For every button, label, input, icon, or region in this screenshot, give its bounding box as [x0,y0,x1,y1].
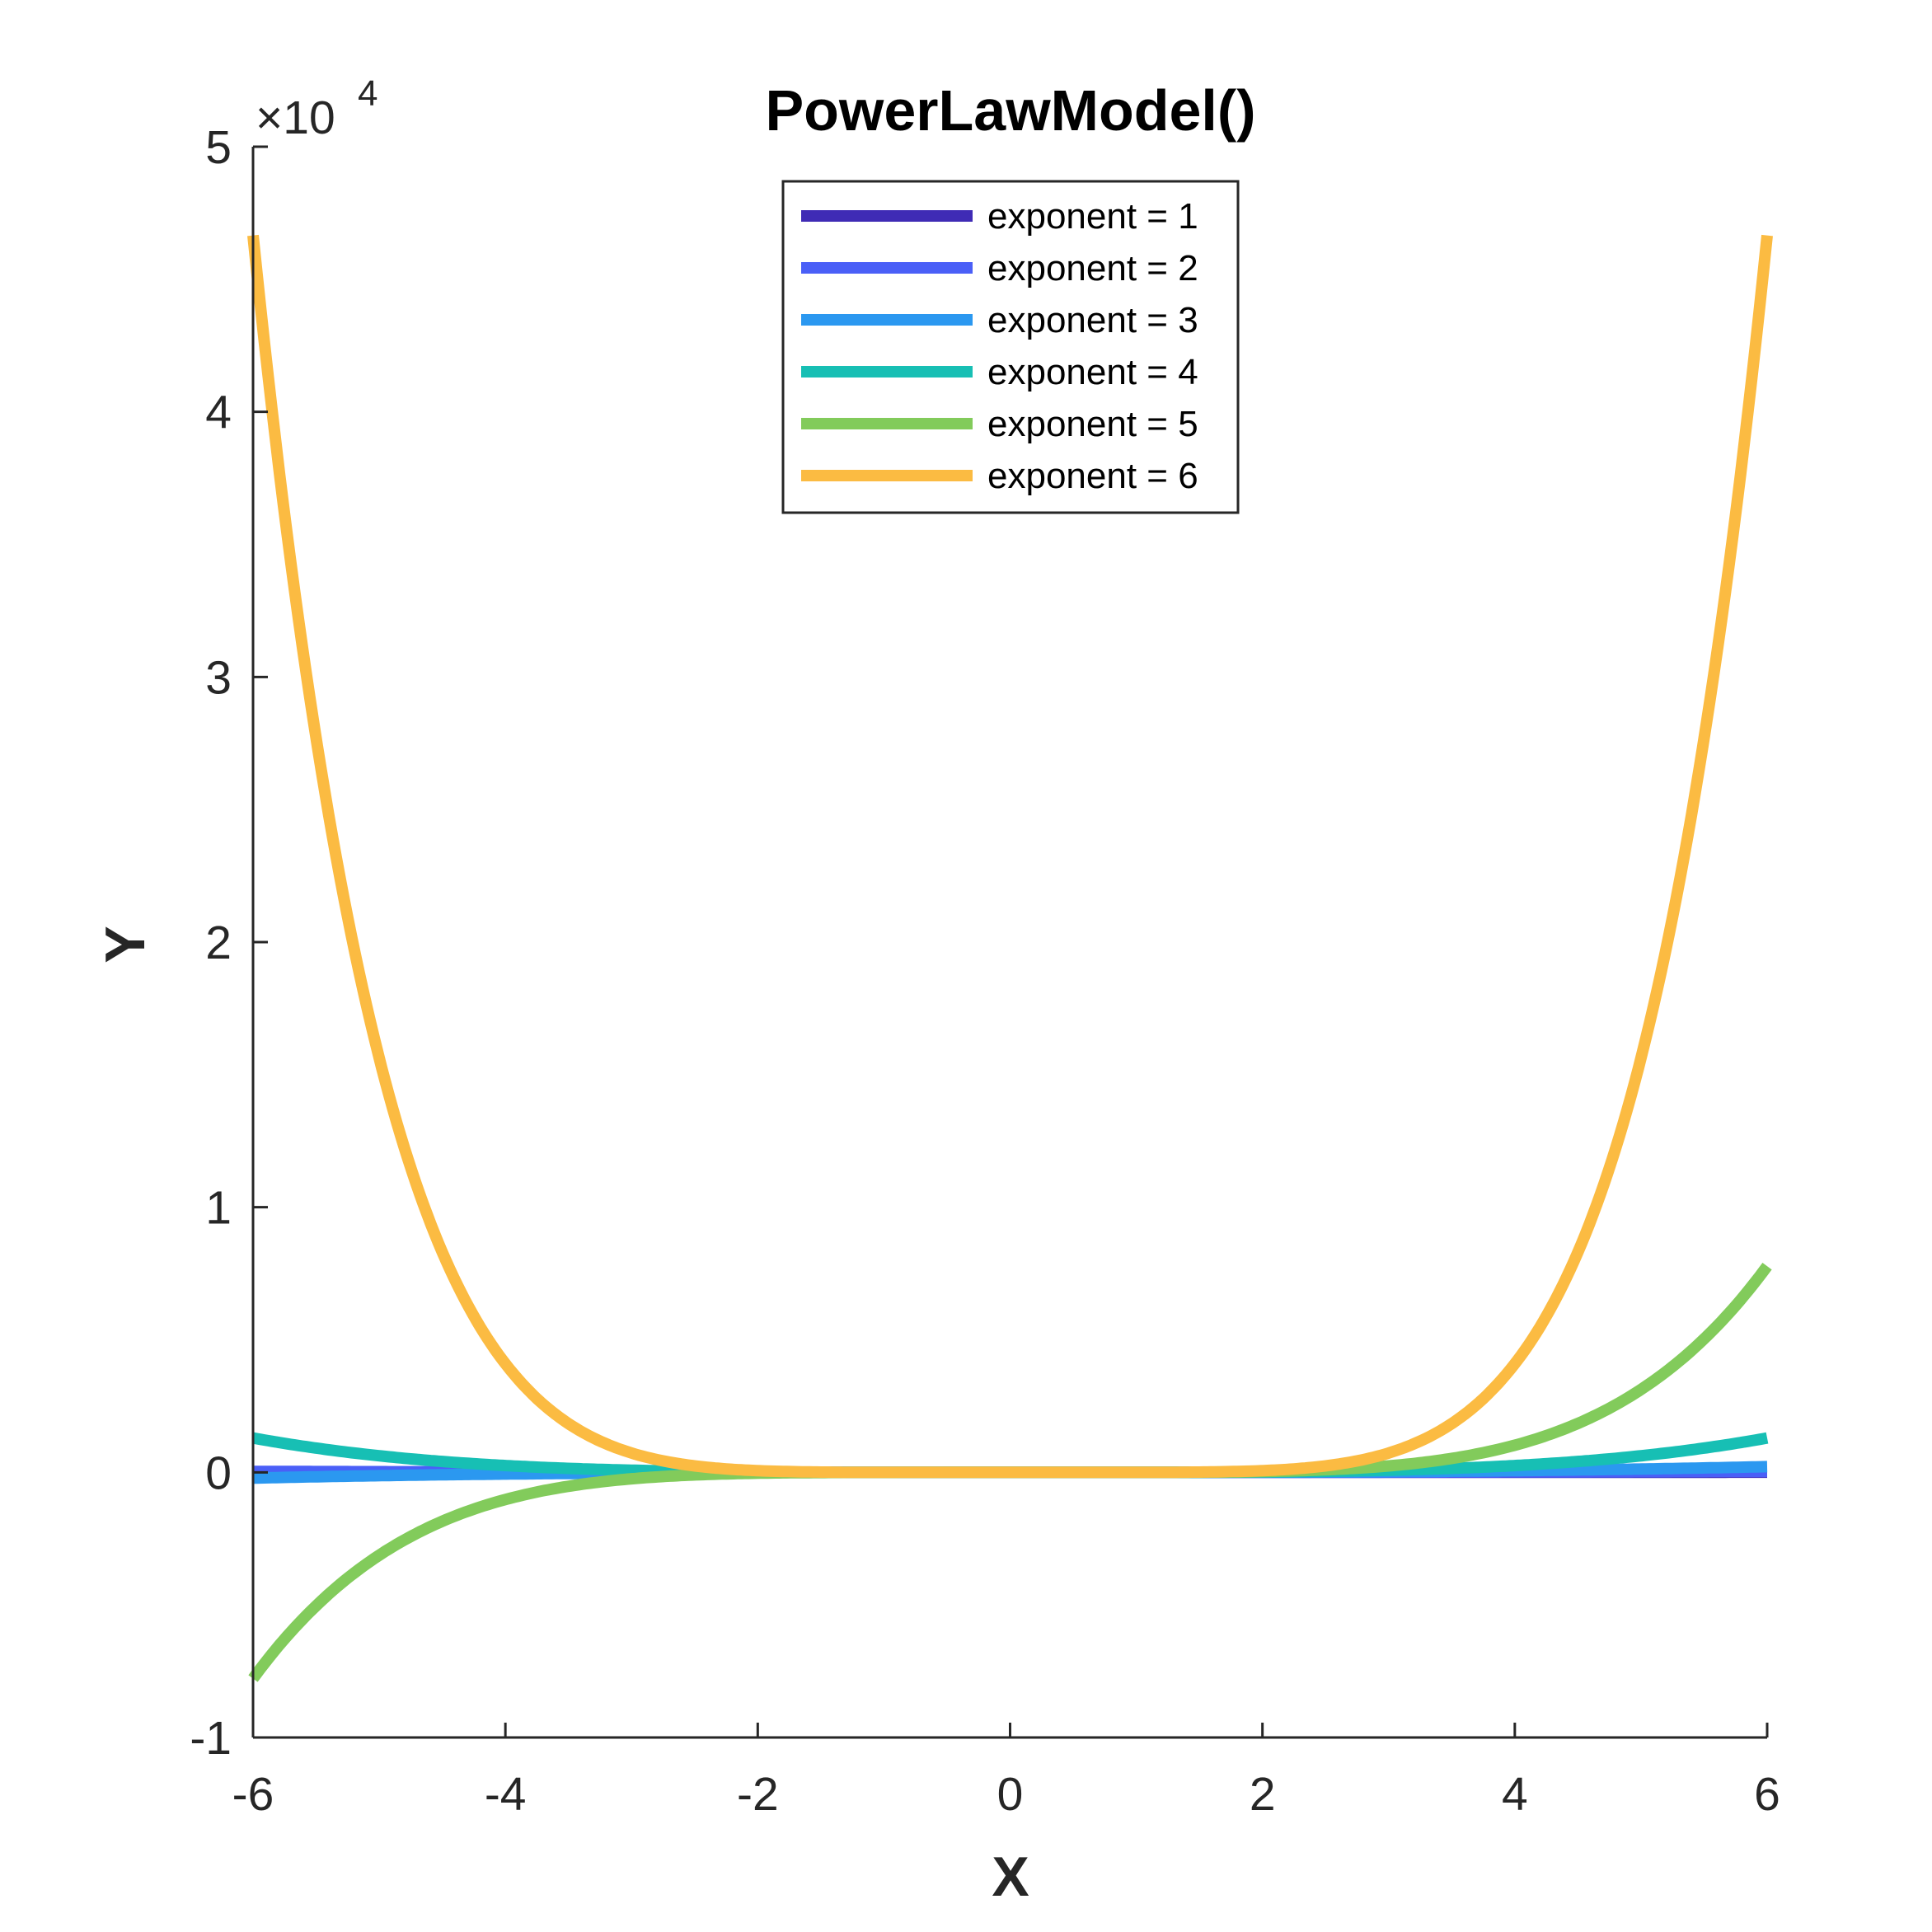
y-axis-exponent-base: ×10 [256,91,335,144]
y-tick-label: 4 [205,387,232,439]
plot-lines [247,234,1773,1682]
legend-label-exponent-1: exponent = 1 [987,196,1198,237]
y-tick-label: 5 [205,121,232,174]
x-tick-label: 2 [1250,1768,1276,1821]
y-tick-label: 1 [205,1182,232,1235]
x-tick-label: -6 [232,1768,274,1821]
y-tick-label: 0 [205,1447,232,1499]
ticks: -6 -4 -2 0 2 4 6 -1 0 1 2 3 4 5 [190,121,1780,1821]
legend: exponent = 1 exponent = 2 exponent = 3 expo… [781,180,1240,514]
x-tick-label: 0 [997,1768,1024,1821]
y-axis-exponent-power: 4 [358,73,377,114]
legend-box [781,180,1240,514]
y-tick-label: 2 [205,917,232,969]
y-tick-label: -1 [190,1712,232,1765]
x-tick-label: -2 [737,1768,779,1821]
legend-label-exponent-6: exponent = 6 [987,456,1198,496]
legend-label-exponent-4: exponent = 4 [987,352,1198,392]
x-tick-label: 6 [1754,1768,1780,1821]
y-tick-label: 3 [205,651,232,704]
x-axis-label: X [992,1845,1029,1908]
x-tick-label: -4 [485,1768,527,1821]
legend-label-exponent-5: exponent = 5 [987,404,1198,444]
y-axis-label: Y [94,926,157,963]
y-axis-exponent: ×10 4 [256,73,377,144]
legend-label-exponent-2: exponent = 2 [987,248,1198,288]
x-tick-label: 4 [1502,1768,1528,1821]
chart-title: PowerLawModel() [765,78,1255,143]
legend-label-exponent-3: exponent = 3 [987,300,1198,340]
series-line-exponent-6 [247,234,1773,1479]
